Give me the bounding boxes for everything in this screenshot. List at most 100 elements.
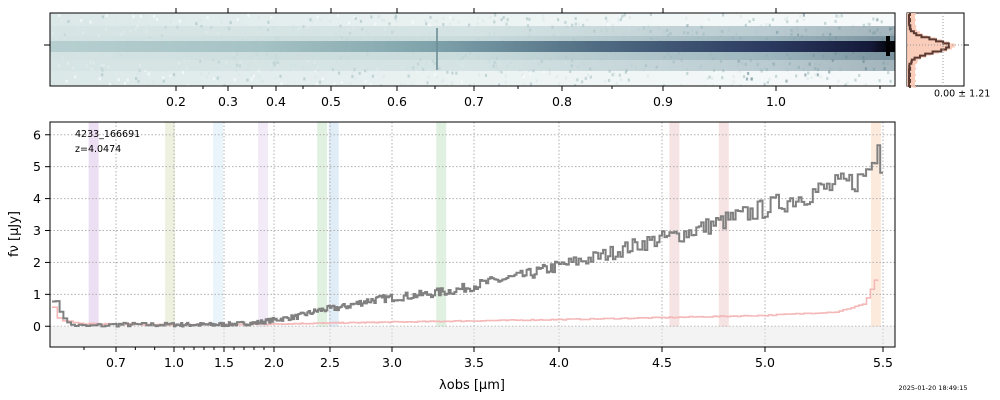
heatmap-pixel xyxy=(134,18,137,22)
heatmap-pixel xyxy=(51,82,54,86)
heatmap-pixel xyxy=(628,16,632,20)
heatmap-pixel xyxy=(216,76,219,80)
heatmap-pixel xyxy=(786,20,789,24)
heatmap-pixel xyxy=(318,17,322,21)
heatmap-pixel xyxy=(816,73,819,77)
x-tick-label-5: 3.0 xyxy=(382,355,402,370)
heatmap-pixel xyxy=(584,76,587,80)
heatmap-pixel xyxy=(442,78,445,82)
heatmap-pixel xyxy=(247,13,250,17)
heatmap-pixel xyxy=(117,78,120,82)
heatmap-pixel xyxy=(321,77,324,80)
heatmap-pixel xyxy=(738,69,741,73)
heatmap-pixel xyxy=(707,18,710,21)
heatmap-pixel xyxy=(542,18,545,22)
heatmap-pixel xyxy=(349,82,352,86)
heatmap-pixel xyxy=(574,22,577,26)
y-tick-label-5: 5 xyxy=(33,159,41,174)
heatmap-pixel xyxy=(500,18,503,22)
heatmap-pixel xyxy=(233,78,236,82)
heatmap-pixel xyxy=(548,72,551,76)
heatmap-pixel xyxy=(506,18,509,22)
heatmap-pixel xyxy=(206,16,209,20)
heatmap-pixel xyxy=(477,16,480,20)
top-tick-label-5: 0.7 xyxy=(464,94,484,109)
heatmap-pixel xyxy=(259,76,262,80)
heatmap-pixel xyxy=(451,81,454,85)
profile-panel: 0.00 ± 1.21 xyxy=(906,12,990,99)
spectrum-frame xyxy=(49,121,896,348)
heatmap-pixel xyxy=(468,84,472,86)
heatmap-pixel xyxy=(504,80,507,84)
heatmap-pixel xyxy=(455,71,458,75)
heatmap-pixel xyxy=(80,19,83,23)
heatmap-pixel xyxy=(854,78,857,82)
top-tick-label-6: 0.8 xyxy=(552,94,572,109)
heatmap-pixel xyxy=(65,79,68,83)
x-axis-label: λobs [μm] xyxy=(439,378,505,393)
heatmap-pixel xyxy=(663,84,666,86)
heatmap-pixel xyxy=(371,74,374,78)
heatmap-pixel xyxy=(478,73,481,77)
heatmap-pixel xyxy=(329,19,332,23)
heatmap-panel: 0.2 0.3 0.4 0.5 0.6 0.7 0.8 0.9 1.0 xyxy=(44,8,896,109)
heatmap-pixel xyxy=(318,80,322,84)
heatmap-pixel xyxy=(858,74,861,77)
x-axis-minor-ticks xyxy=(83,347,265,350)
heatmap-pixel xyxy=(796,19,799,23)
x-tick-label-1: 1.0 xyxy=(164,355,184,370)
y-tick-label-0: 0 xyxy=(33,319,41,334)
y-tick-label-2: 2 xyxy=(33,255,41,270)
heatmap-trace xyxy=(50,41,895,52)
heatmap-pixel xyxy=(680,83,683,86)
heatmap-pixel xyxy=(577,22,580,26)
object-id-label: 4233_166691 xyxy=(75,129,140,140)
heatmap-pixel xyxy=(119,81,122,84)
heatmap-pixel xyxy=(745,77,749,81)
heatmap-pixel xyxy=(403,83,406,86)
heatmap-pixel xyxy=(123,81,127,85)
heatmap-pixel xyxy=(739,15,742,18)
heatmap-pixel xyxy=(442,23,445,26)
heatmap-pixel xyxy=(768,23,771,27)
heatmap-pixel xyxy=(229,21,232,25)
heatmap-pixel xyxy=(732,80,735,84)
heatmap-pixel xyxy=(147,72,150,76)
heatmap-pixel xyxy=(574,17,577,20)
heatmap-pixel xyxy=(586,18,589,22)
heatmap-pixel xyxy=(878,79,881,83)
heatmap-pixel xyxy=(623,13,626,17)
flux-line xyxy=(52,144,883,328)
heatmap-pixel xyxy=(448,16,452,20)
heatmap-pixel xyxy=(785,79,788,83)
heatmap-pixel xyxy=(89,20,92,24)
heatmap-pixel xyxy=(491,84,494,86)
heatmap-pixel xyxy=(521,73,524,77)
heatmap-pixel xyxy=(771,18,775,22)
heatmap-pixel xyxy=(147,23,150,27)
heatmap-pixel xyxy=(135,77,138,80)
heatmap-pixel xyxy=(819,75,822,79)
heatmap-pixel xyxy=(525,17,529,21)
heatmap-pixel xyxy=(484,73,488,77)
heatmap-pixel xyxy=(303,77,306,81)
heatmap-pixel xyxy=(557,18,560,22)
heatmap-pixel xyxy=(435,75,438,79)
heatmap-pixel xyxy=(378,15,382,19)
x-tick-label-8: 4.5 xyxy=(652,355,672,370)
heatmap-pixel xyxy=(826,77,829,81)
heatmap-pixel xyxy=(535,79,538,83)
heatmap-pixel xyxy=(500,70,503,74)
heatmap-pixel xyxy=(333,82,336,86)
heatmap-pixel xyxy=(685,16,688,20)
heatmap-pixel xyxy=(876,18,879,22)
heatmap-pixel xyxy=(452,18,455,21)
heatmap-pixel xyxy=(315,82,318,86)
heatmap-pixel xyxy=(251,73,254,77)
heatmap-pixel xyxy=(147,83,150,86)
heatmap-pixel xyxy=(621,14,624,18)
heatmap-pixel xyxy=(223,84,226,86)
heatmap-pixel xyxy=(739,84,742,86)
heatmap-pixel xyxy=(347,21,351,25)
heatmap-pixel xyxy=(604,79,607,83)
